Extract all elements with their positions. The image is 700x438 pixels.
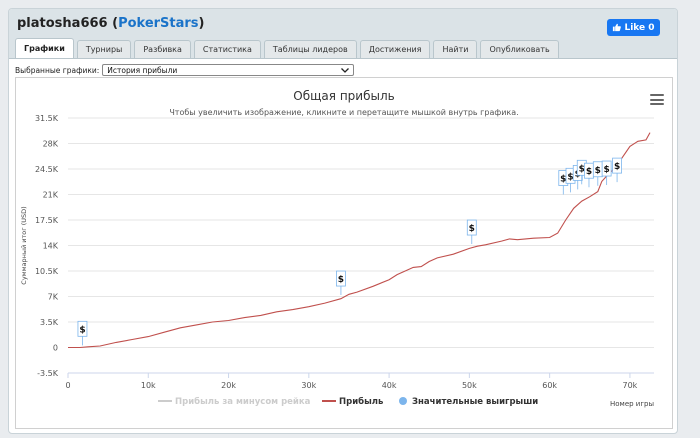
big-win-marker: $: [469, 224, 475, 234]
big-win-marker: $: [579, 164, 585, 174]
site-link[interactable]: PokerStars: [118, 16, 199, 31]
tab-bar: Графики Турниры Разбивка Статистика Таблицы …: [15, 38, 559, 58]
y-tick-label: 24.5K: [35, 165, 59, 174]
x-tick-label: 70k: [623, 381, 638, 390]
big-win-flag: [77, 320, 88, 337]
legend-rakeless-label: Прибыль за минусом рейка: [175, 396, 311, 407]
y-tick-label: 28K: [43, 140, 59, 149]
tab-4[interactable]: Таблицы лидеров: [263, 40, 357, 58]
x-tick-label: 60k: [542, 381, 557, 390]
y-axis-label: Суммарный итог (USD): [20, 206, 28, 284]
y-tick-label: 7K: [48, 293, 59, 302]
chart-title: Общая прибыль: [293, 89, 394, 103]
chart-selector-label: Выбранные графики:: [15, 65, 100, 75]
chevron-down-icon: [341, 67, 350, 73]
big-win-flag: [336, 270, 346, 287]
hand-history-panel: platosha666 (PokerStars) Like 0 Графики Т…: [8, 8, 678, 434]
x-tick-label: 10k: [141, 381, 156, 390]
big-win-marker: $: [79, 325, 85, 335]
big-win-marker: $: [338, 275, 344, 285]
x-tick-label: 20k: [221, 381, 236, 390]
tab-6[interactable]: Найти: [433, 40, 478, 58]
username: platosha666: [17, 16, 108, 31]
chart-selector-dropdown[interactable]: История прибыли: [102, 64, 355, 76]
big-win-marker: $: [586, 167, 592, 177]
x-axis-label: Номер игры: [610, 400, 654, 408]
legend-big-wins-symbol: [399, 397, 407, 405]
y-tick-label: 17.5K: [35, 216, 59, 225]
big-win-flag: [466, 219, 477, 236]
y-tick-label: -3.5K: [37, 369, 59, 378]
y-tick-label: 14K: [43, 242, 59, 251]
facebook-like-button[interactable]: Like 0: [607, 19, 660, 36]
y-tick-label: 3.5K: [40, 318, 59, 327]
chart-selector-row: Выбранные графики: История прибыли: [15, 64, 355, 76]
player-title: platosha666 (PokerStars): [17, 16, 205, 31]
big-win-marker: $: [567, 172, 573, 182]
site-open-paren: (: [107, 16, 119, 31]
profit-series-line: [68, 132, 651, 349]
tab-0[interactable]: Графики: [15, 38, 74, 58]
big-win-marker: $: [614, 162, 620, 172]
tab-1[interactable]: Турниры: [76, 40, 132, 58]
tab-3[interactable]: Статистика: [193, 40, 261, 58]
x-tick-label: 50k: [462, 381, 477, 390]
big-win-marker: $: [604, 165, 610, 175]
panel-header: platosha666 (PokerStars) Like 0 Графики Т…: [9, 9, 677, 59]
big-win-marker: $: [595, 166, 601, 176]
y-tick-label: 0: [53, 344, 58, 353]
y-tick-label: 21K: [43, 191, 59, 200]
x-tick-label: 30k: [301, 381, 316, 390]
thumbs-up-icon: [613, 23, 622, 32]
big-win-flag: [612, 157, 622, 174]
y-tick-label: 31.5K: [35, 114, 59, 123]
tab-7[interactable]: Опубликовать: [480, 40, 559, 58]
chart-subtitle: Чтобы увеличить изображение, кликните и …: [169, 108, 518, 117]
x-tick-label: 40k: [382, 381, 397, 390]
x-tick-label: 0: [65, 381, 70, 390]
tab-2[interactable]: Разбивка: [134, 40, 191, 58]
legend-profit-label: Прибыль: [339, 396, 383, 407]
big-win-marker: $: [560, 175, 566, 185]
big-win-flag: [601, 160, 612, 177]
y-tick-label: 10.5K: [35, 267, 59, 276]
legend-big-wins-label: Значительные выигрыши: [412, 397, 538, 407]
chart-menu-icon[interactable]: [650, 94, 664, 105]
profit-chart[interactable]: Общая прибыль Чтобы увеличить изображение…: [15, 77, 673, 429]
profit-chart-svg: Общая прибыль Чтобы увеличить изображение…: [20, 89, 654, 408]
like-label: Like 0: [624, 22, 655, 33]
site-close-paren: ): [198, 16, 205, 31]
tab-5[interactable]: Достижения: [359, 40, 431, 58]
chart-selector-value: История прибыли: [107, 65, 178, 75]
